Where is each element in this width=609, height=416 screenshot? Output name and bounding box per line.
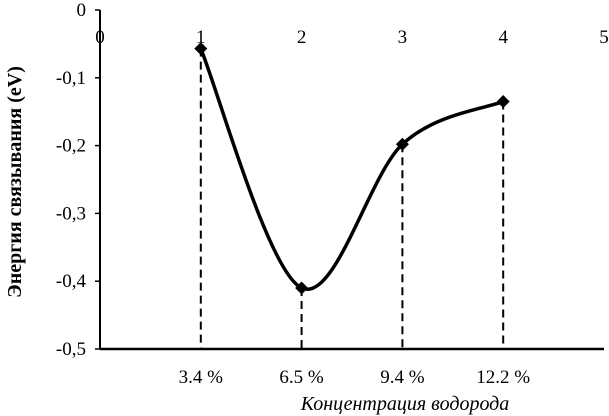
series-line — [199, 47, 504, 292]
data-point — [395, 137, 409, 151]
concentration-label: 9.4 % — [380, 367, 425, 388]
data-point — [496, 95, 510, 109]
y-axis-label: Энергия связывания (eV) — [4, 66, 26, 298]
x-tick-label: 4 — [498, 27, 508, 48]
y-tick-label: -0,1 — [56, 68, 86, 89]
x-tick-label: 1 — [196, 27, 206, 48]
concentration-label: 12.2 % — [476, 367, 530, 388]
y-tick-labels: 0 -0,1 -0,2 -0,3 -0,4 -0,5 — [56, 0, 87, 360]
x-tick-label: 2 — [297, 27, 307, 48]
data-point — [194, 42, 208, 56]
drop-lines — [199, 48, 505, 349]
y-tick-label: -0,5 — [56, 339, 86, 360]
x-axis-label: Концентрация водорода — [300, 393, 510, 415]
axes — [95, 9, 604, 351]
y-tick-label: -0,2 — [56, 136, 86, 157]
y-tick-label: -0,3 — [56, 203, 86, 224]
concentration-labels: 3.4 % 6.5 % 9.4 % 12.2 % — [179, 367, 531, 388]
x-tick-label: 5 — [599, 27, 609, 48]
x-tick-labels: 0 1 2 3 4 5 — [95, 27, 609, 48]
y-tick-label: 0 — [77, 0, 87, 21]
data-point — [295, 281, 309, 295]
data-markers — [194, 42, 510, 295]
concentration-label: 6.5 % — [279, 367, 324, 388]
y-tick-label: -0,4 — [56, 271, 87, 292]
x-tick-label: 0 — [95, 27, 105, 48]
concentration-label: 3.4 % — [179, 367, 224, 388]
x-tick-label: 3 — [398, 27, 408, 48]
